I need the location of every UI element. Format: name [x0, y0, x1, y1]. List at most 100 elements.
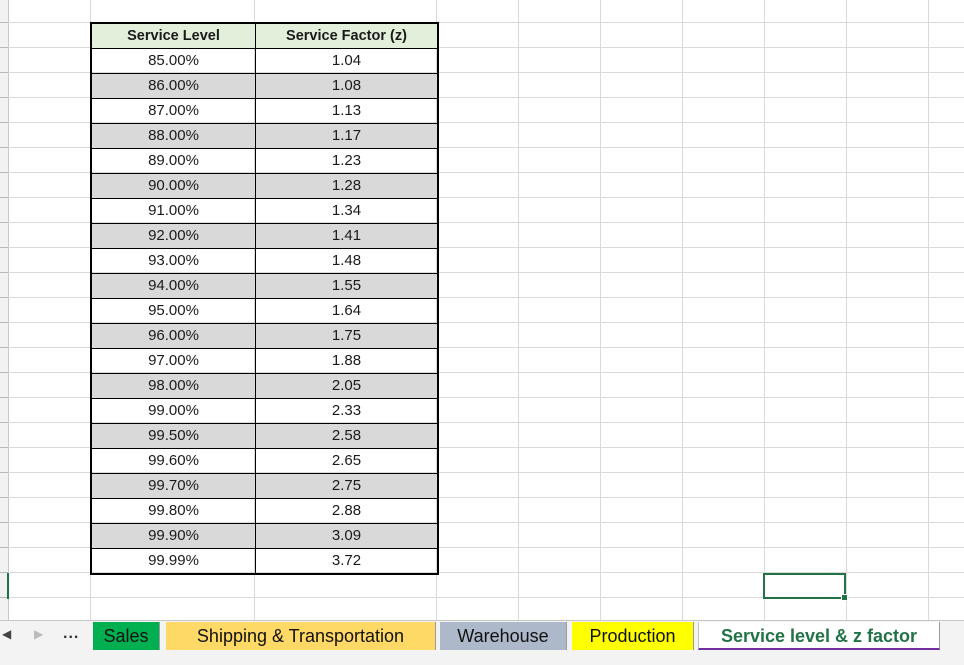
- row-header-divider: [0, 172, 8, 173]
- row-gridline: [8, 422, 964, 423]
- cell-service-factor[interactable]: 1.34: [255, 198, 439, 224]
- row-gridline: [8, 47, 964, 48]
- row-header-divider: [0, 22, 8, 23]
- row-gridline: [8, 372, 964, 373]
- cell-service-factor[interactable]: 1.17: [255, 123, 439, 149]
- row-gridline: [8, 572, 964, 573]
- table-row: 97.00% 1.88: [90, 348, 439, 374]
- row-gridline: [8, 472, 964, 473]
- triangle-right-icon[interactable]: ▶: [34, 627, 44, 641]
- row-header-divider: [0, 322, 8, 323]
- row-header-strip: [0, 0, 9, 620]
- cell-service-level[interactable]: 97.00%: [90, 348, 256, 374]
- cell-service-factor[interactable]: 1.23: [255, 148, 439, 174]
- row-header-divider: [0, 397, 8, 398]
- cell-service-factor[interactable]: 1.13: [255, 98, 439, 124]
- row-header-divider: [0, 497, 8, 498]
- row-header-divider: [0, 447, 8, 448]
- sheet-tab-production[interactable]: Production: [572, 622, 694, 650]
- table-row: 99.50% 2.58: [90, 423, 439, 449]
- table-row: 99.70% 2.75: [90, 473, 439, 499]
- table-header-row: Service Level Service Factor (z): [90, 22, 439, 49]
- cell-service-factor[interactable]: 2.05: [255, 373, 439, 399]
- sheet-tab-sales[interactable]: Sales: [93, 622, 160, 650]
- cell-service-level[interactable]: 96.00%: [90, 323, 256, 349]
- cell-service-level[interactable]: 99.60%: [90, 448, 256, 474]
- worksheet-grid[interactable]: Service Level Service Factor (z) 85.00% 1…: [0, 0, 964, 620]
- cell-service-factor[interactable]: 1.75: [255, 323, 439, 349]
- cell-service-level[interactable]: 92.00%: [90, 223, 256, 249]
- row-header-divider: [0, 522, 8, 523]
- sheet-tab-bar: ◀ ▶ ... Sales Shipping & Transportation …: [0, 620, 964, 665]
- row-header-divider: [0, 147, 8, 148]
- row-gridline: [8, 497, 964, 498]
- sheet-tab-service-level-z-factor[interactable]: Service level & z factor: [698, 622, 940, 650]
- cell-service-factor[interactable]: 3.72: [255, 548, 439, 575]
- column-gridline: [518, 0, 519, 620]
- row-header-divider: [0, 197, 8, 198]
- row-gridline: [8, 322, 964, 323]
- cell-service-factor[interactable]: 1.64: [255, 298, 439, 324]
- cell-service-level[interactable]: 89.00%: [90, 148, 256, 174]
- cell-service-level[interactable]: 86.00%: [90, 73, 256, 99]
- triangle-left-icon[interactable]: ◀: [2, 627, 12, 641]
- column-gridline: [682, 0, 683, 620]
- selected-cell[interactable]: [763, 573, 848, 601]
- cell-service-factor[interactable]: 1.28: [255, 173, 439, 199]
- cell-service-factor[interactable]: 1.88: [255, 348, 439, 374]
- cell-service-level[interactable]: 91.00%: [90, 198, 256, 224]
- row-gridline: [8, 397, 964, 398]
- row-gridline: [8, 122, 964, 123]
- table-row: 94.00% 1.55: [90, 273, 439, 299]
- cell-service-level[interactable]: 99.00%: [90, 398, 256, 424]
- row-header-divider: [0, 372, 8, 373]
- cell-service-factor[interactable]: 3.09: [255, 523, 439, 549]
- table-row: 89.00% 1.23: [90, 148, 439, 174]
- row-gridline: [8, 347, 964, 348]
- row-header-divider: [0, 222, 8, 223]
- cell-service-factor[interactable]: 2.33: [255, 398, 439, 424]
- sheet-tab-shipping-transportation[interactable]: Shipping & Transportation: [166, 622, 436, 650]
- header-service-level[interactable]: Service Level: [90, 22, 256, 49]
- row-header-divider: [0, 297, 8, 298]
- cell-service-factor[interactable]: 1.41: [255, 223, 439, 249]
- cell-service-factor[interactable]: 1.55: [255, 273, 439, 299]
- cell-service-level[interactable]: 99.50%: [90, 423, 256, 449]
- cell-service-factor[interactable]: 1.04: [255, 48, 439, 74]
- row-header-divider: [0, 597, 8, 598]
- table-row: 88.00% 1.17: [90, 123, 439, 149]
- cell-service-level[interactable]: 99.99%: [90, 548, 256, 575]
- column-gridline: [928, 0, 929, 620]
- row-gridline: [8, 297, 964, 298]
- row-header-divider: [0, 272, 8, 273]
- header-service-factor[interactable]: Service Factor (z): [255, 22, 439, 49]
- cell-service-level[interactable]: 99.80%: [90, 498, 256, 524]
- cell-service-factor[interactable]: 2.88: [255, 498, 439, 524]
- fill-handle[interactable]: [841, 594, 848, 601]
- cell-service-level[interactable]: 87.00%: [90, 98, 256, 124]
- column-gridline: [600, 0, 601, 620]
- table-row: 99.60% 2.65: [90, 448, 439, 474]
- cell-service-level[interactable]: 93.00%: [90, 248, 256, 274]
- cell-service-factor[interactable]: 1.48: [255, 248, 439, 274]
- table-row: 99.99% 3.72: [90, 548, 439, 575]
- sheet-tab-warehouse[interactable]: Warehouse: [440, 622, 567, 650]
- cell-service-factor[interactable]: 2.58: [255, 423, 439, 449]
- cell-service-factor[interactable]: 1.08: [255, 73, 439, 99]
- cell-service-level[interactable]: 94.00%: [90, 273, 256, 299]
- cell-service-level[interactable]: 99.90%: [90, 523, 256, 549]
- cell-service-level[interactable]: 95.00%: [90, 298, 256, 324]
- row-header-divider: [0, 247, 8, 248]
- table-row: 99.00% 2.33: [90, 398, 439, 424]
- cell-service-level[interactable]: 85.00%: [90, 48, 256, 74]
- cell-service-factor[interactable]: 2.65: [255, 448, 439, 474]
- row-header-divider: [0, 347, 8, 348]
- more-sheets-button[interactable]: ...: [63, 625, 80, 642]
- cell-service-factor[interactable]: 2.75: [255, 473, 439, 499]
- cell-service-level[interactable]: 99.70%: [90, 473, 256, 499]
- cell-service-level[interactable]: 90.00%: [90, 173, 256, 199]
- cell-service-level[interactable]: 98.00%: [90, 373, 256, 399]
- row-gridline: [8, 22, 964, 23]
- cell-service-level[interactable]: 88.00%: [90, 123, 256, 149]
- table-row: 99.90% 3.09: [90, 523, 439, 549]
